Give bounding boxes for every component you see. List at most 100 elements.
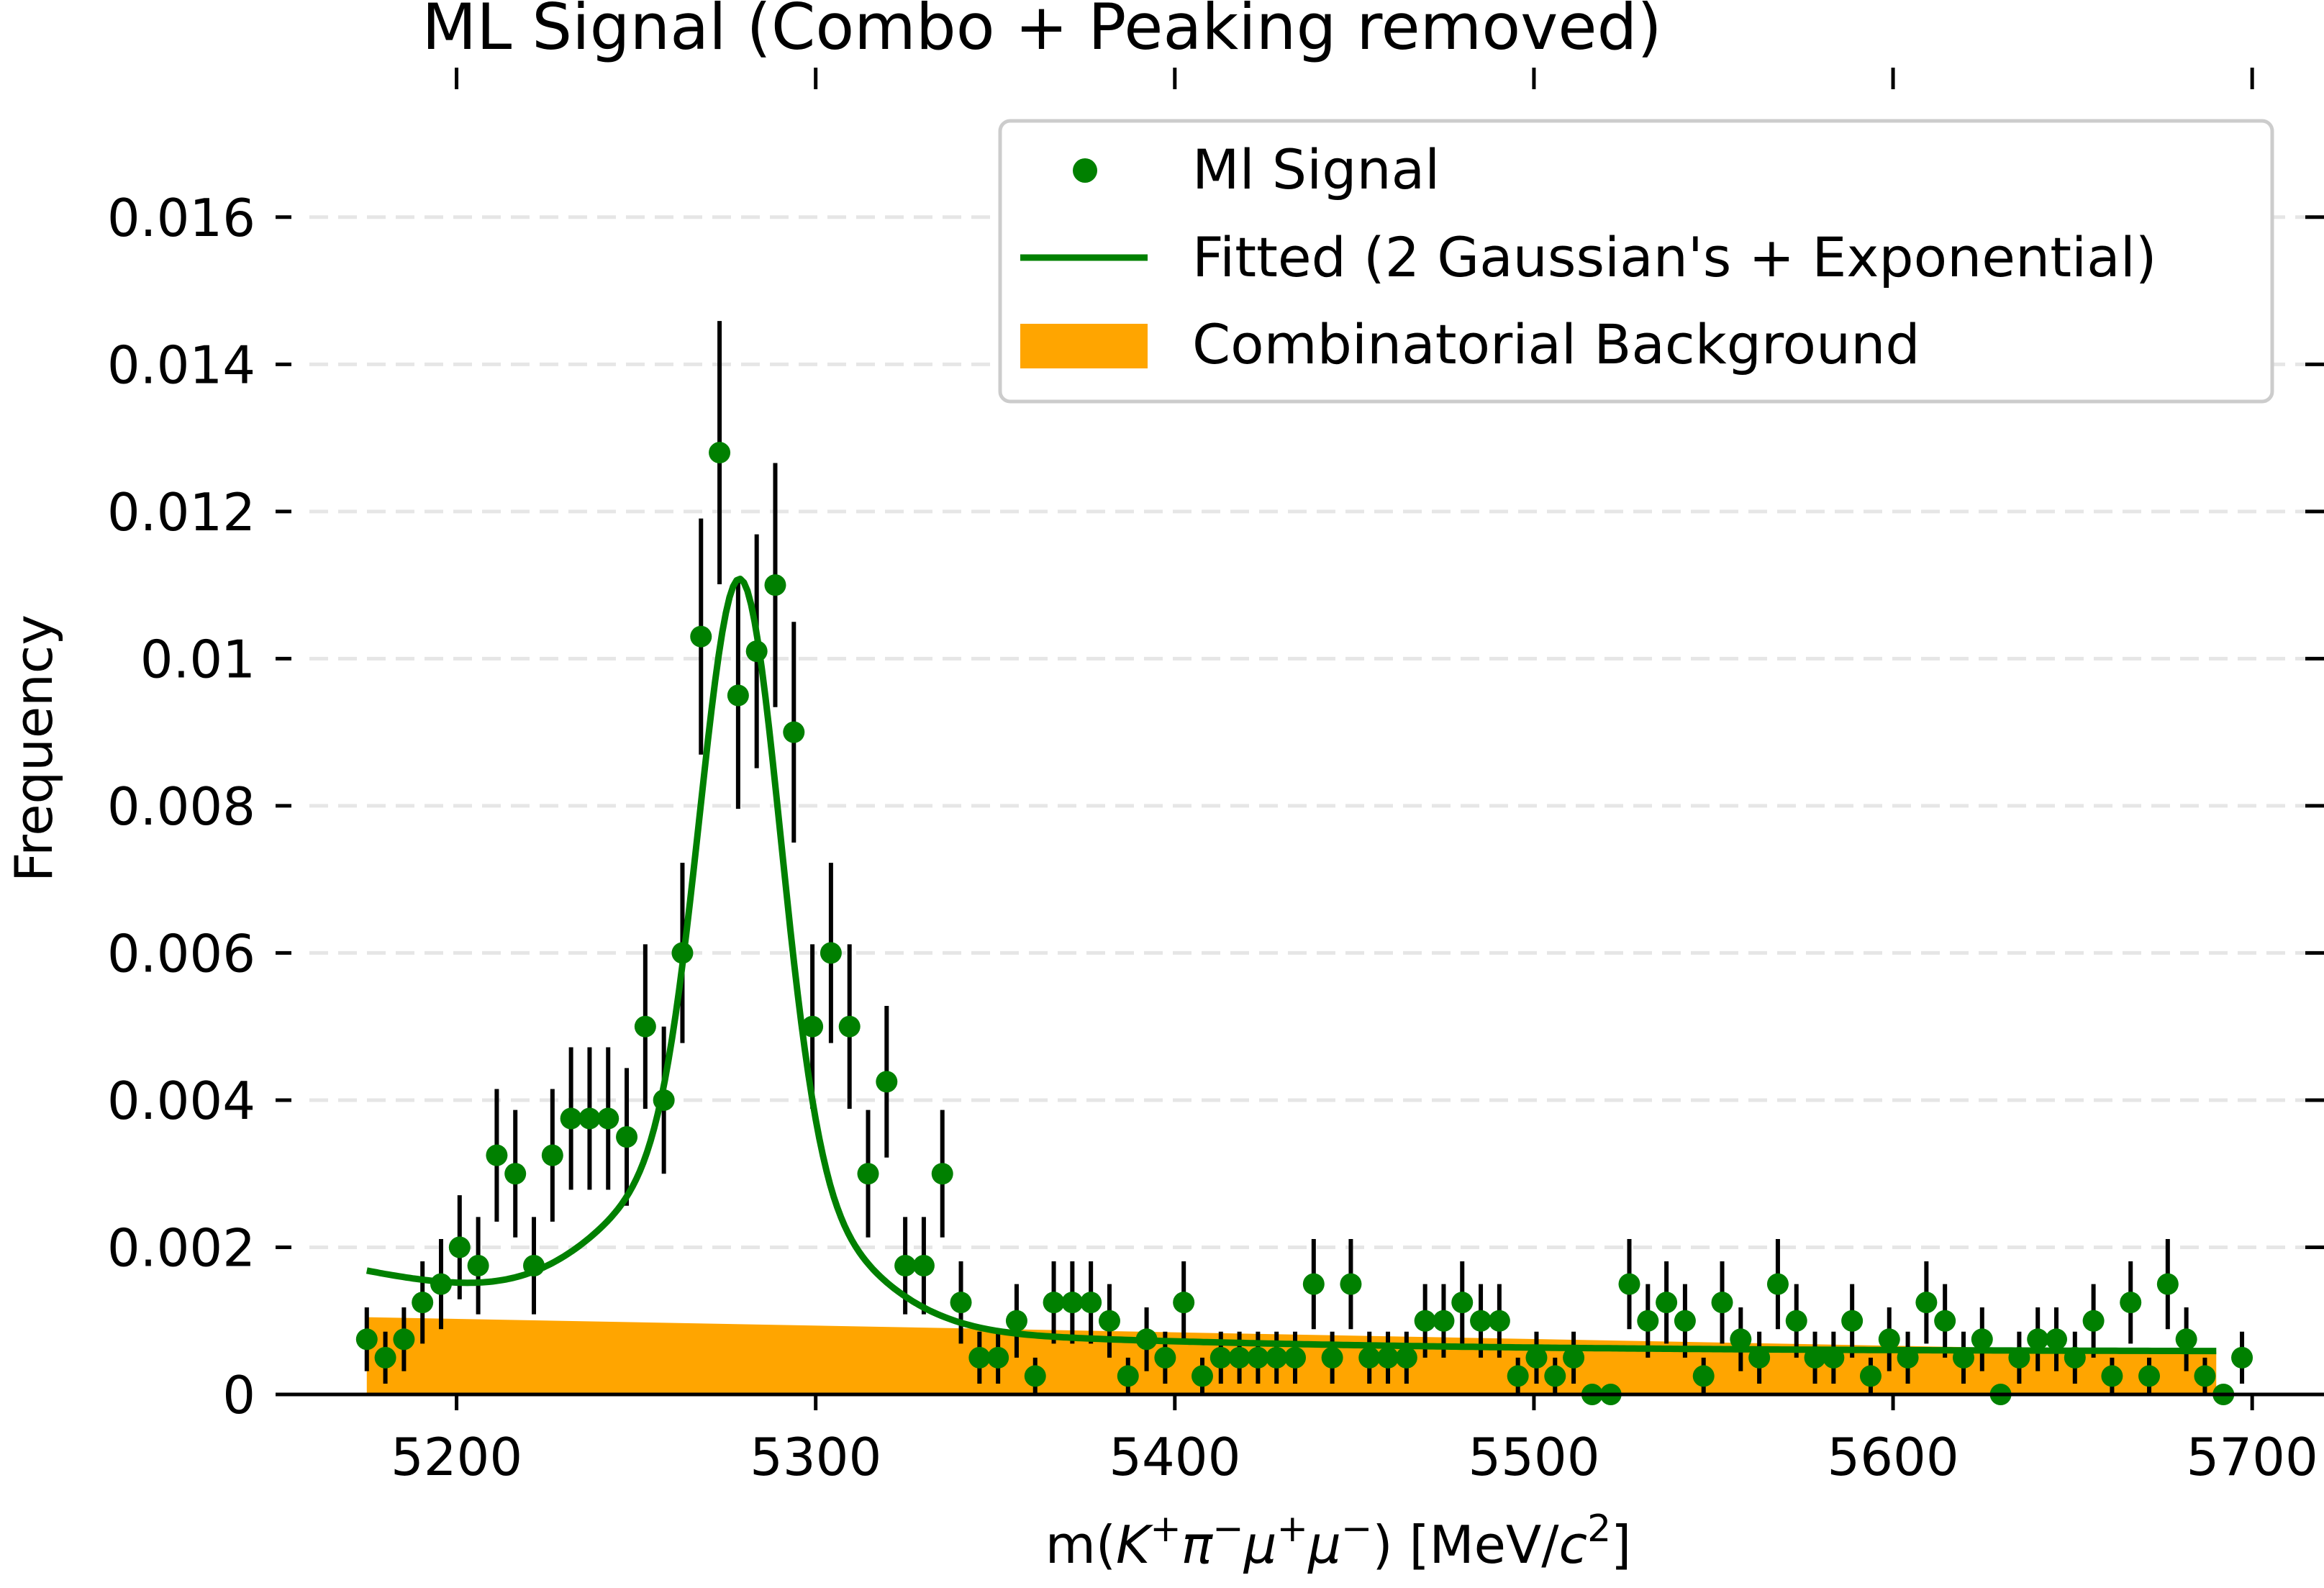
- data-point: [1730, 1328, 1752, 1351]
- data-point: [838, 1015, 861, 1038]
- data-point: [2194, 1365, 2216, 1387]
- data-point: [1340, 1273, 1362, 1295]
- data-point: [1024, 1365, 1046, 1387]
- data-point: [1247, 1346, 1269, 1369]
- data-point: [1302, 1273, 1325, 1295]
- data-point: [1804, 1346, 1826, 1369]
- data-point: [1525, 1346, 1548, 1369]
- y-tick-label: 0.016: [107, 188, 255, 248]
- y-axis-ticks: 0 0.002 0.004 0.006 0.008 0.01 0.012 0.014 0.016: [107, 188, 2324, 1425]
- y-tick-label: 0.014: [107, 335, 255, 395]
- data-point: [486, 1144, 508, 1166]
- data-point: [1692, 1365, 1715, 1387]
- data-point: [560, 1107, 582, 1130]
- data-point: [912, 1255, 935, 1277]
- data-point: [783, 721, 805, 743]
- x-tick-label: 5600: [1827, 1427, 1958, 1487]
- data-point: [1878, 1328, 1900, 1351]
- x-axis-label: m(K+π−μ+μ−) [MeV/c2]: [1045, 1507, 1632, 1575]
- error-bars-layer: [364, 321, 2245, 1394]
- data-point: [1544, 1365, 1566, 1387]
- y-tick-label: 0.012: [107, 482, 255, 543]
- data-point: [1209, 1346, 1232, 1369]
- data-point: [1266, 1346, 1288, 1369]
- data-point: [1766, 1273, 1789, 1295]
- data-point: [1377, 1346, 1399, 1369]
- data-point: [1284, 1346, 1307, 1369]
- data-point: [1043, 1292, 1065, 1314]
- data-point: [1135, 1328, 1158, 1351]
- data-point: [634, 1015, 656, 1038]
- x-tick-label: 5700: [2187, 1427, 2318, 1487]
- data-point: [2064, 1346, 2086, 1369]
- y-tick-label: 0.008: [107, 776, 255, 837]
- data-point: [1971, 1328, 1993, 1351]
- data-point: [653, 1089, 675, 1111]
- data-point: [2120, 1292, 2142, 1314]
- data-point: [523, 1255, 545, 1277]
- data-point: [802, 1015, 824, 1038]
- data-point: [1952, 1346, 1974, 1369]
- data-point: [1470, 1310, 1492, 1332]
- data-point: [987, 1346, 1009, 1369]
- legend-marker-background: [1020, 324, 1148, 368]
- data-point: [690, 625, 712, 648]
- x-tick-label: 5200: [391, 1427, 522, 1487]
- data-point: [1191, 1365, 1213, 1387]
- data-point: [1098, 1310, 1120, 1332]
- data-point: [2156, 1273, 2179, 1295]
- data-point: [1321, 1346, 1343, 1369]
- data-point: [1915, 1292, 1938, 1314]
- x-tick-label: 5300: [750, 1427, 881, 1487]
- data-point: [2101, 1365, 2123, 1387]
- y-tick-label: 0: [222, 1365, 255, 1425]
- data-point: [876, 1071, 898, 1093]
- data-point: [1785, 1310, 1807, 1332]
- data-point: [1117, 1365, 1139, 1387]
- data-point: [764, 574, 786, 596]
- data-point: [541, 1144, 563, 1166]
- data-point: [1934, 1310, 1956, 1332]
- data-point: [1507, 1365, 1529, 1387]
- data-point: [2138, 1365, 2161, 1387]
- data-point: [1395, 1346, 1417, 1369]
- data-point: [894, 1255, 917, 1277]
- data-point: [1859, 1365, 1882, 1387]
- data-point: [597, 1107, 619, 1130]
- data-point: [2046, 1328, 2068, 1351]
- data-point: [393, 1328, 415, 1351]
- data-point: [2008, 1346, 2030, 1369]
- data-point: [1618, 1273, 1640, 1295]
- data-point: [1414, 1310, 1436, 1332]
- data-point: [820, 942, 842, 964]
- y-tick-label: 0.002: [107, 1217, 255, 1278]
- data-point: [1173, 1292, 1195, 1314]
- data-point: [857, 1163, 879, 1185]
- legend-frame: [998, 119, 2274, 404]
- data-point: [1061, 1292, 1084, 1314]
- data-point: [2231, 1346, 2253, 1369]
- data-point: [1637, 1310, 1659, 1332]
- data-points-layer: [355, 442, 2253, 1405]
- data-point: [1451, 1292, 1474, 1314]
- x-tick-label: 5400: [1109, 1427, 1240, 1487]
- data-point: [1488, 1310, 1510, 1332]
- y-tick-label: 0.006: [107, 923, 255, 984]
- data-point: [709, 442, 731, 464]
- data-point: [2082, 1310, 2105, 1332]
- y-tick-label: 0.004: [107, 1071, 255, 1131]
- data-point: [1154, 1346, 1176, 1369]
- data-point: [1563, 1346, 1585, 1369]
- data-point: [1748, 1346, 1771, 1369]
- data-point: [1674, 1310, 1696, 1332]
- data-point: [578, 1107, 601, 1130]
- x-axis-ticks: 5200 5300 5400 5500 5600 5700: [391, 68, 2318, 1487]
- data-point: [1897, 1346, 1919, 1369]
- data-point: [1711, 1292, 1733, 1314]
- legend-label-signal: Ml Signal: [1192, 137, 1440, 201]
- data-point: [1358, 1346, 1381, 1369]
- data-point: [616, 1126, 638, 1148]
- data-point: [671, 942, 694, 964]
- data-point: [504, 1163, 527, 1185]
